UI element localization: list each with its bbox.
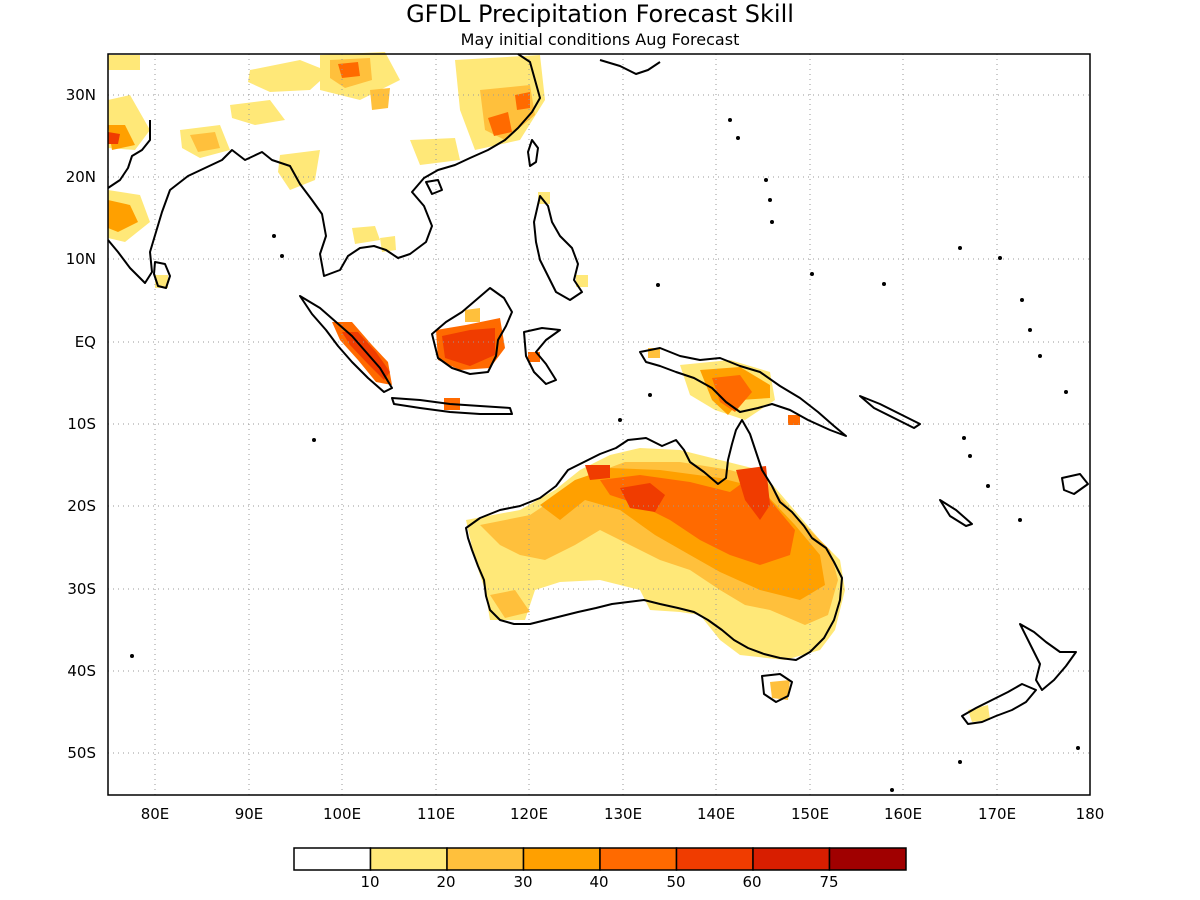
coast-fiji: [1061, 473, 1089, 495]
y-tick-label: 20S: [67, 497, 96, 515]
pacific-islets: [130, 118, 1080, 792]
plot-frame: [107, 53, 1091, 796]
y-tick-label: 10S: [67, 415, 96, 433]
map-title: GFDL Precipitation Forecast Skill: [406, 0, 794, 28]
colorbar-swatch: [522, 847, 601, 871]
y-tick-label: 20N: [66, 168, 96, 186]
coast-borneo: [431, 287, 513, 375]
skill-region-asia: [108, 52, 990, 722]
coast-sri-lanka: [153, 261, 171, 289]
colorbar-label: 50: [666, 873, 685, 891]
coast-taiwan: [527, 139, 539, 167]
colorbar-label: 40: [589, 873, 608, 891]
colorbar-label: 60: [742, 873, 761, 891]
coast-australia: [465, 419, 843, 661]
x-tick-label: 100E: [323, 805, 361, 823]
y-tick-label: 10N: [66, 250, 96, 268]
x-tick-label: 130E: [604, 805, 642, 823]
coast-java: [391, 397, 513, 415]
y-tick-label: 30N: [66, 86, 96, 104]
y-tick-label: 30S: [67, 580, 96, 598]
x-tick-label: 170E: [978, 805, 1016, 823]
colorbar-swatch: [675, 847, 754, 871]
x-tick-label: 140E: [697, 805, 735, 823]
coast-sulawesi: [523, 327, 561, 385]
colorbar: 10 20 30 40 50 60 75: [293, 847, 907, 891]
coast-new-guinea: [639, 347, 847, 437]
coast-philippines: [533, 195, 583, 301]
x-tick-label: 110E: [417, 805, 455, 823]
x-axis: 80E 90E 100E 110E 120E 130E 140E 150E 16…: [141, 805, 1105, 823]
map-subtitle: May initial conditions Aug Forecast: [461, 30, 740, 49]
coast-japan: [599, 59, 661, 75]
skill-region-australia: [466, 448, 845, 700]
x-tick-label: 80E: [141, 805, 170, 823]
y-tick-label: EQ: [75, 333, 96, 351]
coastlines: [107, 53, 1089, 792]
graticule: [108, 54, 1090, 795]
x-tick-label: 90E: [235, 805, 264, 823]
x-tick-label: 120E: [510, 805, 548, 823]
colorbar-swatch: [446, 847, 525, 871]
coast-tasmania: [761, 673, 793, 703]
colorbar-swatch: [828, 847, 907, 871]
coast-new-zealand-north: [1019, 623, 1077, 691]
coast-sumatra: [299, 295, 393, 393]
skill-fields: [108, 52, 990, 722]
colorbar-label: 75: [819, 873, 838, 891]
coast-solomon-islands: [859, 395, 921, 429]
skill-region-new-guinea: [680, 360, 800, 425]
colorbar-swatch: [752, 847, 831, 871]
colorbar-label: 10: [360, 873, 379, 891]
colorbar-label: 30: [513, 873, 532, 891]
y-axis: 30N 20N 10N EQ 10S 20S 30S 40S 50S: [66, 86, 96, 762]
coast-new-zealand-south: [961, 683, 1037, 725]
coast-new-caledonia: [939, 499, 973, 527]
y-tick-label: 40S: [67, 662, 96, 680]
colorbar-swatch: [369, 847, 448, 871]
coast-asia-mainland: [107, 53, 541, 284]
colorbar-label: 20: [436, 873, 455, 891]
colorbar-swatch: [599, 847, 678, 871]
x-tick-label: 150E: [791, 805, 829, 823]
coast-india-north: [107, 120, 151, 189]
x-tick-label: 160E: [884, 805, 922, 823]
coast-hainan: [425, 179, 443, 195]
y-tick-label: 50S: [67, 744, 96, 762]
x-tick-label: 180: [1076, 805, 1105, 823]
colorbar-swatch: [293, 847, 372, 871]
plot-area: [107, 52, 1091, 796]
